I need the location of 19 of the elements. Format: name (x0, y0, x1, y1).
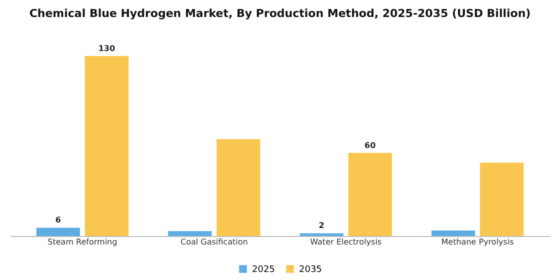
x-tick-label: Methane Pyrolysis (441, 238, 514, 246)
bar (480, 162, 524, 236)
data-label: 6 (55, 216, 62, 225)
bar (300, 233, 344, 236)
bar (431, 230, 476, 236)
data-label: 130 (98, 44, 116, 53)
bar (216, 139, 260, 236)
chart-title: Chemical Blue Hydrogen Market, By Production Method, 2025-2035 (USD Billion) (29, 7, 531, 20)
x-tick-label: Water Electrolysis (310, 238, 382, 246)
data-label: 2 (318, 221, 324, 230)
bar (84, 56, 129, 236)
legend-label: 2035 (299, 265, 322, 275)
bar (168, 231, 212, 236)
data-label: 60 (364, 140, 376, 150)
legend-label: 2025 (252, 265, 275, 275)
x-tick-label: Steam Reforming (48, 238, 118, 246)
bar (348, 152, 392, 236)
bar (36, 228, 80, 236)
x-tick-label: Coal Gasification (180, 238, 248, 246)
